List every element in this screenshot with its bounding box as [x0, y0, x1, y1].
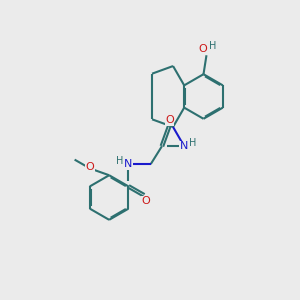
Text: H: H: [116, 156, 124, 166]
Text: N: N: [124, 159, 133, 169]
Text: O: O: [165, 115, 174, 125]
Text: O: O: [86, 162, 94, 172]
Text: O: O: [141, 196, 150, 206]
Text: O: O: [199, 44, 207, 54]
Text: H: H: [189, 138, 196, 148]
Text: H: H: [209, 41, 217, 51]
Text: N: N: [180, 141, 188, 151]
